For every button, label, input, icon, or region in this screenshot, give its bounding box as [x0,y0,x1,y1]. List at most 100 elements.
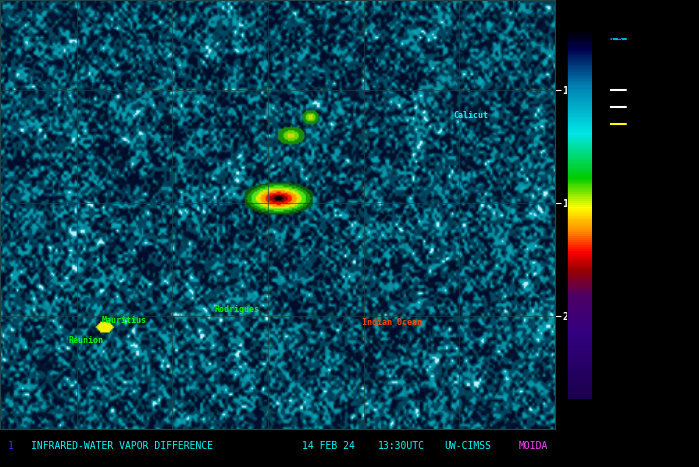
Bar [566,365,593,368]
Bar [566,271,593,273]
Text: 13:30UTC: 13:30UTC [377,441,424,451]
Bar [566,293,593,296]
Bar [566,103,593,106]
Bar [566,203,593,205]
Bar [566,107,593,109]
Bar [566,303,593,304]
Bar [566,363,593,366]
Bar [566,111,593,113]
Bar [566,92,593,94]
Bar [566,198,593,199]
Bar [566,238,593,240]
Bar [566,31,593,34]
Bar [566,347,593,349]
Bar [566,369,593,371]
Text: -4: -4 [601,333,610,342]
Bar [566,72,593,74]
Bar [566,233,593,234]
Bar [566,214,593,216]
Bar [566,83,593,85]
Bar [566,243,593,246]
Text: Rodrigues: Rodrigues [215,304,260,314]
Bar [566,332,593,334]
Bar [566,393,593,395]
Bar [566,44,593,47]
Text: 0: 0 [601,169,607,178]
Bar [566,190,593,192]
Bar [566,212,593,214]
Bar [566,301,593,303]
Bar [566,297,593,299]
Bar [566,326,593,329]
Bar [566,101,593,104]
Bar [566,323,593,325]
Bar [566,159,593,161]
Bar [566,273,593,275]
Text: INFRARED-WATER VAPOR DIFFERENCE: INFRARED-WATER VAPOR DIFFERENCE [31,441,212,451]
Bar [566,268,593,269]
Bar [566,155,593,157]
Bar [566,286,593,288]
Bar [566,376,593,378]
Bar [566,171,593,174]
Bar [566,361,593,364]
Bar [566,208,593,211]
Bar [566,210,593,212]
Bar [566,354,593,356]
Bar [566,35,593,37]
Text: Legend: Legend [617,11,652,21]
Text: 1: 1 [8,441,14,451]
Text: 1: 1 [601,128,607,137]
Bar [566,184,593,187]
Bar [566,70,593,72]
Bar [566,383,593,386]
Bar [566,61,593,63]
Bar [566,81,593,84]
Bar [566,85,593,87]
Bar [566,308,593,310]
Bar [566,219,593,222]
Bar [566,166,593,168]
Bar [566,321,593,323]
Bar [566,52,593,54]
Bar [566,136,593,139]
Bar [566,317,593,319]
Bar [566,253,593,255]
Bar [566,380,593,382]
Bar [566,375,593,376]
Bar [566,385,593,388]
Bar [566,114,593,117]
Bar [566,258,593,261]
Bar [566,188,593,191]
Bar [566,39,593,41]
Bar [566,290,593,292]
Bar [566,74,593,76]
Bar [566,284,593,286]
Bar [566,227,593,229]
Bar [566,255,593,257]
Bar [566,170,593,172]
Bar [566,140,593,142]
Text: Latitude/Longitude: Latitude/Longitude [626,103,698,112]
Bar [566,266,593,268]
Text: UW-CIMSS: UW-CIMSS [444,441,491,451]
Bar [566,99,593,102]
Bar [566,352,593,354]
Bar [566,223,593,226]
Bar [566,236,593,238]
Bar [566,216,593,218]
Bar [566,54,593,56]
Bar [566,280,593,283]
Bar [566,251,593,253]
Bar [566,146,593,148]
Bar [566,76,593,78]
Bar [566,194,593,196]
Bar [566,315,593,318]
Bar [566,33,593,35]
Text: -4.5: -4.5 [601,394,619,403]
Bar [566,313,593,316]
Bar [566,295,593,297]
Bar [566,175,593,177]
Bar [566,79,593,82]
Bar [566,120,593,122]
